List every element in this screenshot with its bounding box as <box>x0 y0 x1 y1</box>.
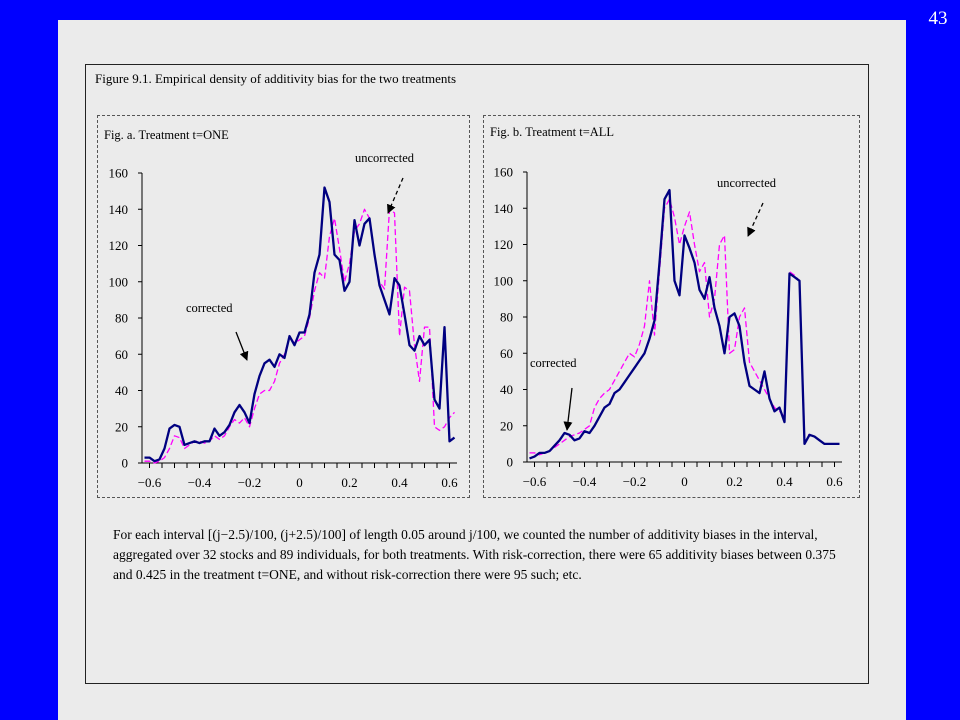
y-tick-label: 120 <box>109 238 129 253</box>
page-number: 43 <box>928 8 948 29</box>
annotation-arrow-corrected <box>235 331 249 361</box>
x-tick-label: −0.6 <box>138 475 162 490</box>
x-tick-label: −0.4 <box>573 474 597 489</box>
x-tick-label: 0 <box>296 475 303 490</box>
y-tick-label: 140 <box>494 201 514 216</box>
y-tick-label: 80 <box>500 310 513 325</box>
x-tick-label: −0.6 <box>523 474 547 489</box>
annotation-arrow-uncorrected <box>747 202 764 237</box>
x-tick-label: 0.4 <box>776 474 793 489</box>
x-tick-label: −0.2 <box>238 475 262 490</box>
y-tick-label: 60 <box>115 347 128 362</box>
figure-caption: For each interval [(j−2.5)/100, (j+2.5)/… <box>113 527 836 582</box>
slide-background <box>58 20 906 720</box>
y-tick-label: 80 <box>115 311 128 326</box>
y-tick-label: 160 <box>494 165 514 180</box>
figure-title: Figure 9.1. Empirical density of additiv… <box>95 71 457 86</box>
y-tick-label: 120 <box>494 237 514 252</box>
y-tick-label: 0 <box>122 456 129 471</box>
y-tick-label: 20 <box>500 418 513 433</box>
annotation-arrow-corrected <box>563 387 573 431</box>
annotation-arrow-uncorrected <box>387 177 404 214</box>
corrected-series-line <box>144 186 456 463</box>
x-tick-label: −0.2 <box>623 474 647 489</box>
x-tick-label: 0.2 <box>726 474 742 489</box>
y-tick-label: 20 <box>115 419 128 434</box>
panel-a-title: Fig. a. Treatment t=ONE <box>104 128 229 142</box>
y-tick-label: 60 <box>500 346 513 361</box>
annotation-corrected: corrected <box>530 356 577 370</box>
corrected-series-line <box>529 188 840 460</box>
y-tick-label: 40 <box>115 383 128 398</box>
annotation-uncorrected: uncorrected <box>355 151 415 165</box>
panel-b-title: Fig. b. Treatment t=ALL <box>490 125 615 139</box>
x-tick-label: 0.2 <box>341 475 357 490</box>
x-tick-label: 0 <box>681 474 688 489</box>
y-tick-label: 140 <box>109 202 129 217</box>
annotation-corrected: corrected <box>186 301 233 315</box>
y-tick-label: 40 <box>500 382 513 397</box>
x-tick-label: 0.6 <box>826 474 843 489</box>
annotation-uncorrected: uncorrected <box>717 176 777 190</box>
x-tick-label: −0.4 <box>188 475 212 490</box>
y-tick-label: 160 <box>109 166 129 181</box>
panel-a-frame <box>97 115 470 498</box>
panel-b-frame <box>483 115 860 498</box>
y-tick-label: 0 <box>507 455 514 470</box>
y-tick-label: 100 <box>494 273 514 288</box>
x-tick-label: 0.6 <box>441 475 458 490</box>
x-tick-label: 0.4 <box>391 475 408 490</box>
figure-frame <box>85 64 869 684</box>
y-tick-label: 100 <box>109 274 129 289</box>
